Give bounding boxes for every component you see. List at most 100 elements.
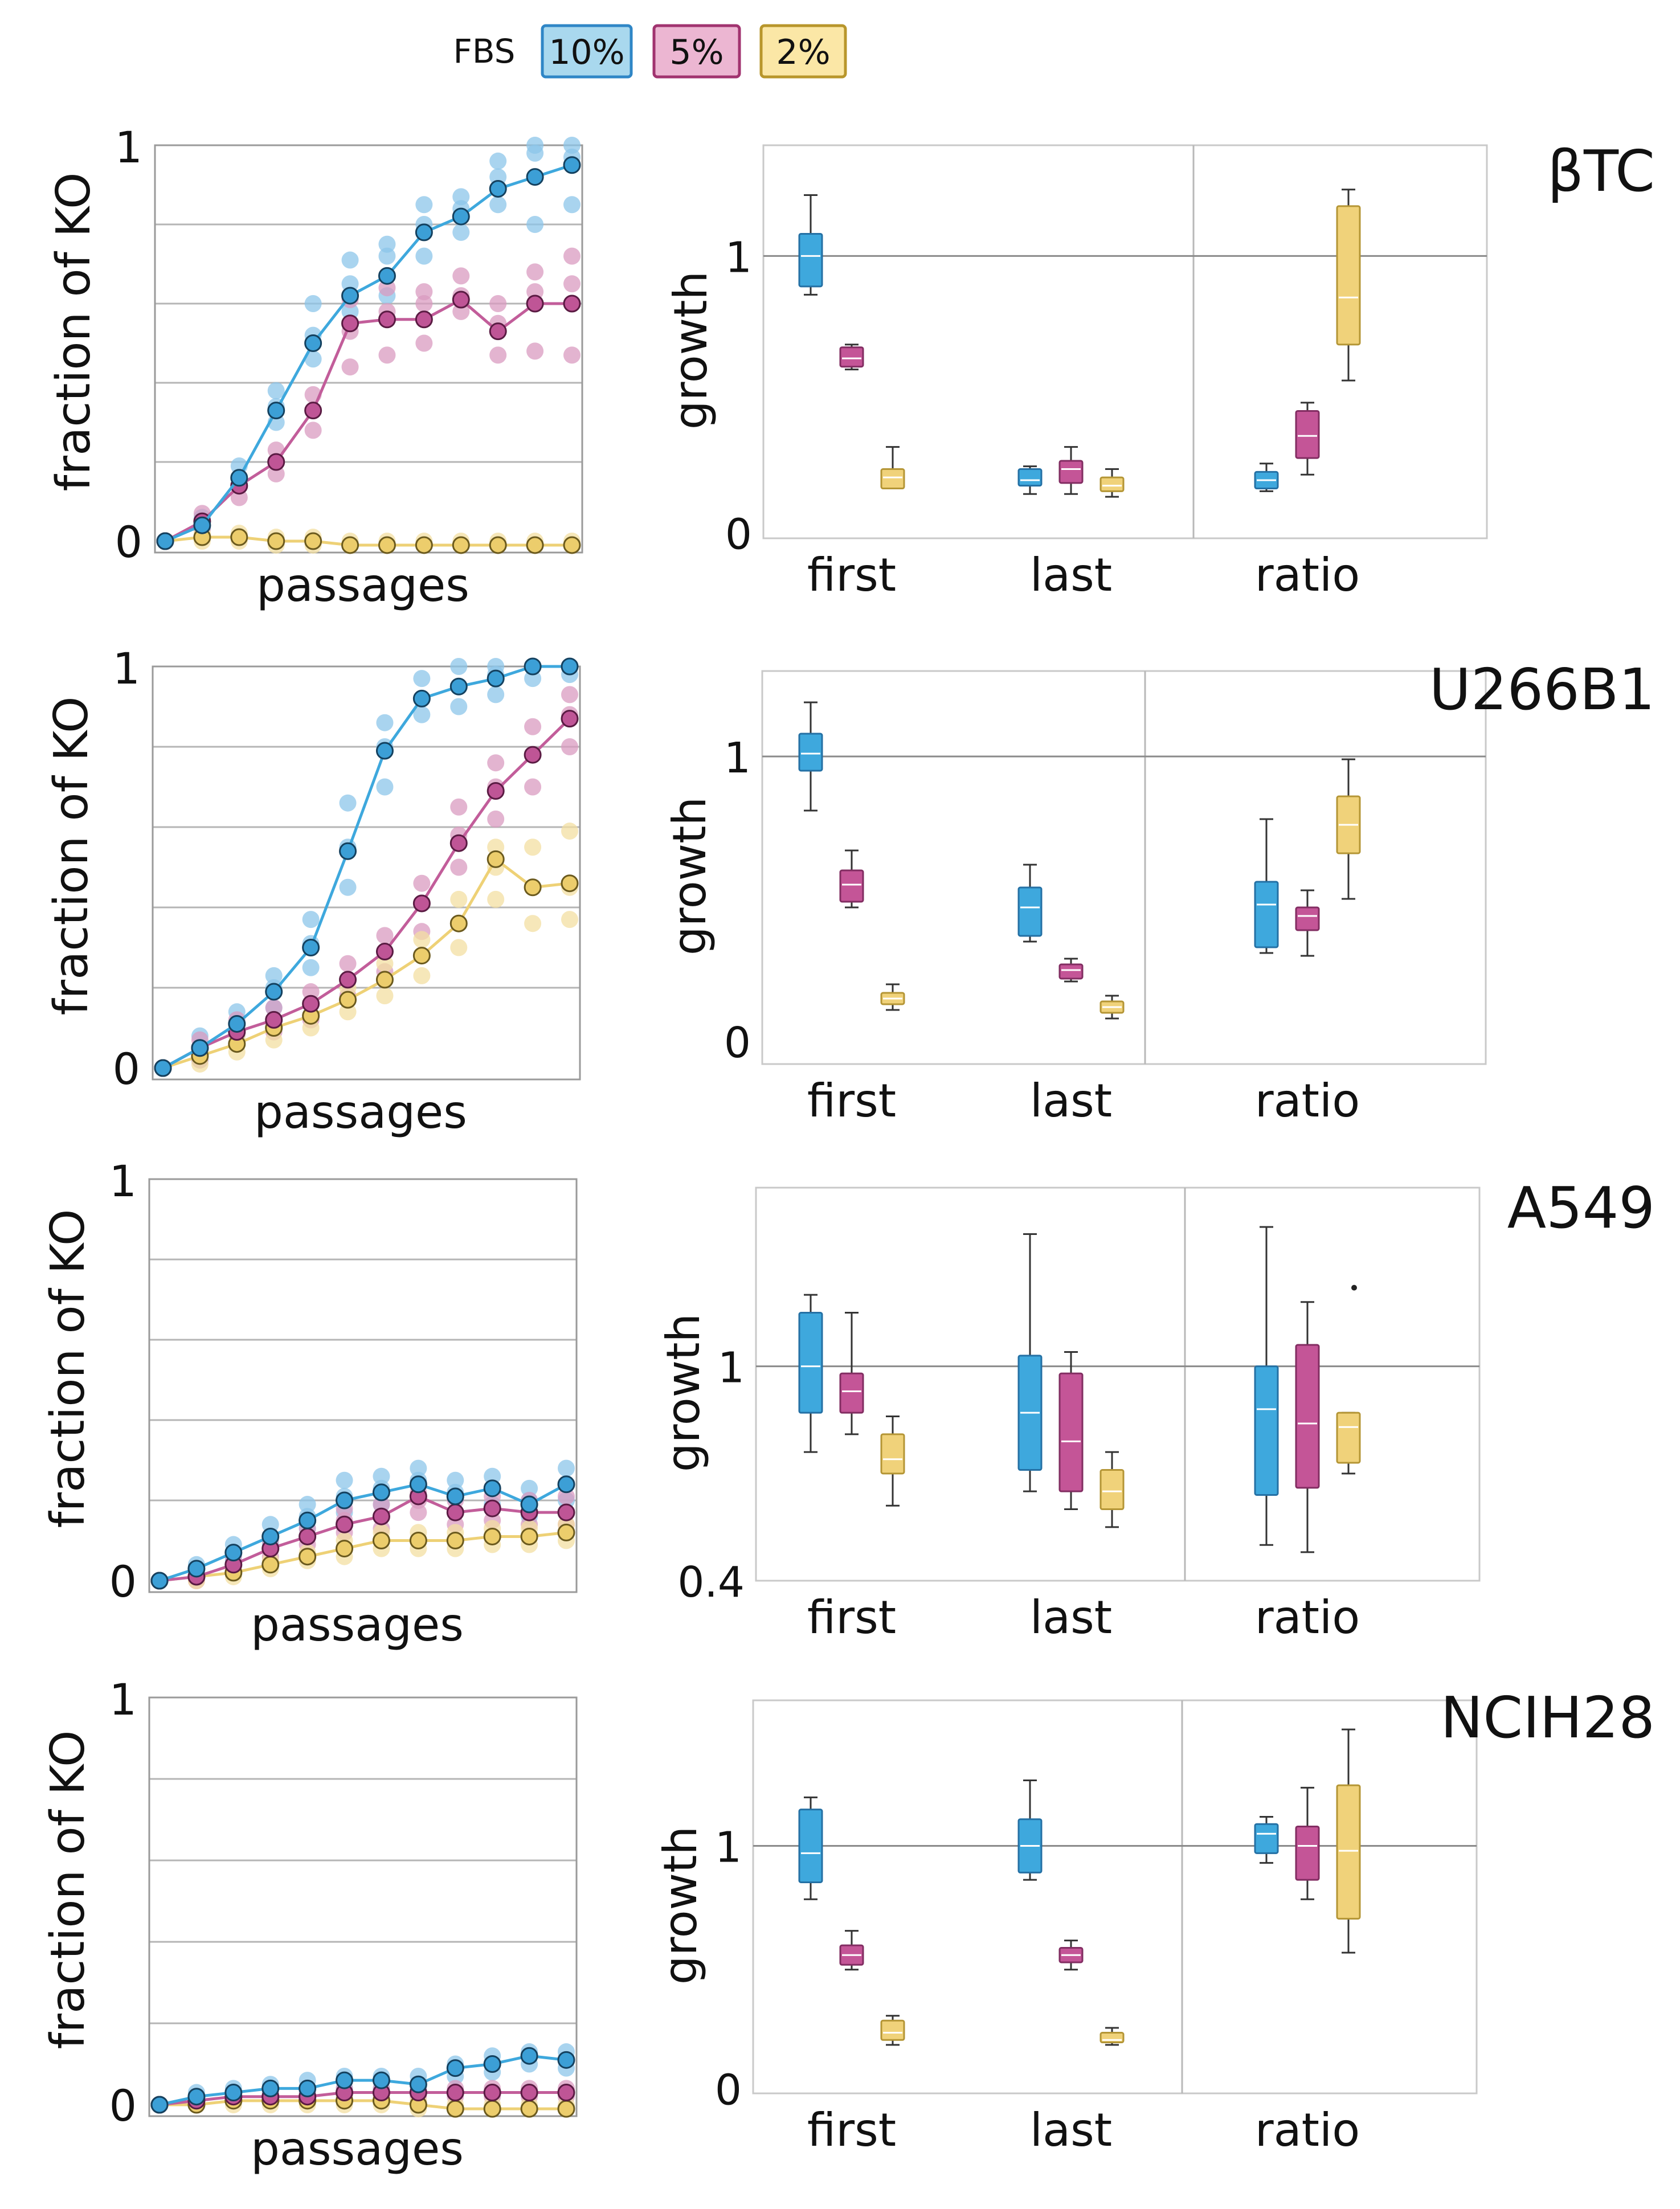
box [1295,410,1320,459]
replicate-point [413,874,431,892]
replicate-point [563,346,581,364]
line-chart-1: 1 0 fraction of KO passages [44,643,581,1139]
mean-point [267,453,285,471]
y-axis-label: fraction of KO [41,1731,95,2050]
mean-point [341,287,359,305]
replicate-point [336,1471,353,1489]
mean-point [267,402,285,420]
replicate-point [558,1459,575,1477]
replicate-point [376,955,394,972]
y-axis-label: growth [654,1826,707,1985]
mean-point [265,983,283,1001]
mean-point [557,2084,575,2102]
y-axis-label: growth [663,797,716,955]
mean-point [483,1479,501,1498]
mean-point [563,536,581,554]
x-category-label: first [807,2104,896,2157]
box [1058,1372,1084,1492]
plot-frame [152,665,581,1081]
mean-point [261,1556,280,1574]
replicate-point [304,350,322,368]
mean-point [336,2071,354,2089]
mean-point [520,2100,538,2118]
mean-point [187,2088,206,2106]
mean-point [446,1487,464,1506]
box [1099,476,1125,492]
replicate-point [561,823,578,840]
replicate-point [450,939,468,956]
box [1058,963,1084,980]
replicate-point [524,670,542,688]
mean-point [302,995,320,1013]
mean-point [524,878,542,897]
legend-label-5: 5% [669,32,723,72]
replicate-point [561,911,578,928]
mean-point [557,2051,575,2069]
panels: 1 0 fraction of KO passages 1 0 fraction of KO… [41,122,1655,2175]
legend-swatch-2 [759,24,847,79]
mean-point [265,1011,283,1029]
x-category-label: last [1030,549,1112,602]
plot-frame [752,1699,1478,2095]
x-category-label: last [1030,2104,1112,2157]
replicate-point [376,714,394,731]
mean-point [563,156,581,174]
series-line [160,2099,566,2110]
mean-point [446,1503,464,1521]
series-line [162,665,570,1070]
mean-point [483,2100,501,2118]
replicate-point [450,890,468,908]
replicate-point [261,1516,279,1533]
mean-point [339,991,357,1009]
mean-point [489,179,507,198]
box [839,869,864,903]
plot-frame [148,1696,578,2117]
panel-title: U266B1 [1429,656,1655,723]
mean-point [415,223,433,242]
mean-point [336,1491,354,1510]
legend-swatch-10 [541,24,633,79]
legend-label-2: 2% [776,32,830,72]
replicate-point [526,263,544,281]
y-tick-label: 0 [109,2080,137,2131]
mean-point [412,947,431,965]
replicate-point [450,698,468,715]
replicate-point [450,658,468,675]
mean-point [520,1527,538,1545]
replicate-point [304,422,322,439]
mean-point [304,334,322,352]
y-axis-label: growth [664,271,717,429]
mean-point [375,971,394,989]
mean-point [449,914,468,932]
legend: FBS 10% 5% 2% [453,24,847,79]
mean-point [483,1527,501,1545]
mean-point [375,943,394,961]
x-axis-label: passages [251,2122,464,2175]
panel-title: βTC [1547,138,1655,204]
line-chart-2: 1 0 fraction of KO passages [41,1156,578,1651]
replicate-point [265,999,283,1017]
mean-point [487,782,505,800]
plot-frame [761,670,1487,1065]
mean-point [520,1495,538,1513]
replicate-point [376,987,394,1005]
box [798,733,823,772]
mean-point [446,2100,464,2118]
mean-point [449,834,468,852]
legend-swatch-5 [652,24,741,79]
mean-point [526,168,544,186]
replicate-point [376,927,394,944]
y-tick-label: 1 [724,734,751,783]
replicate-point [452,267,470,285]
replicate-point [452,223,470,241]
mean-point [299,1548,317,1566]
mean-point [372,1483,390,1502]
mean-point [187,1560,206,1578]
plot-frame [148,1178,578,1593]
box [1295,906,1320,931]
mean-point [483,2055,501,2073]
replicate-point [415,334,433,352]
mean-point [452,207,470,226]
mean-point [483,1499,501,1517]
replicate-point [378,235,396,253]
